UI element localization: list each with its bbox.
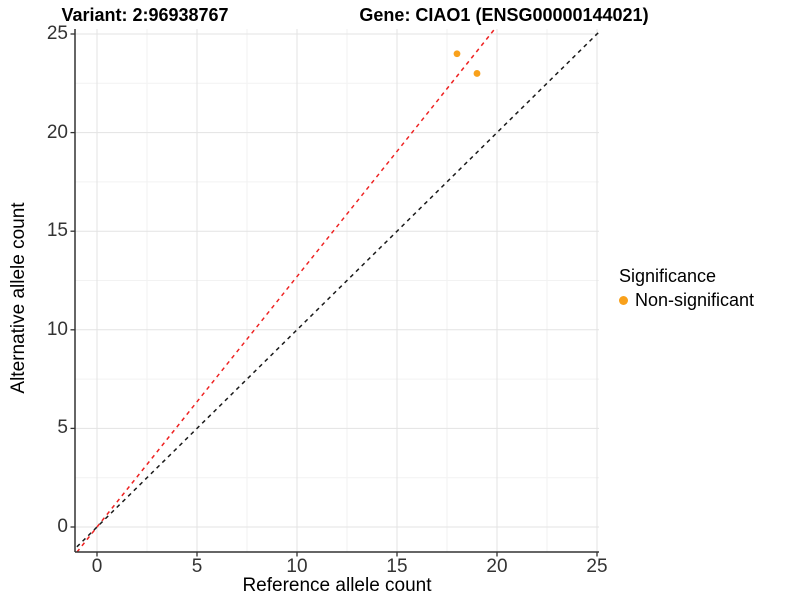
y-tick-label: 20 xyxy=(46,122,68,143)
legend-title: Significance xyxy=(619,266,717,286)
x-tick-label: 25 xyxy=(586,556,608,577)
x-tick-label: 10 xyxy=(286,556,308,577)
y-tick-label: 5 xyxy=(57,417,68,438)
legend-item: Non-significant xyxy=(619,290,754,311)
y-axis-label: Alternative allele count xyxy=(8,202,29,394)
variant-title: Variant: 2:96938767 xyxy=(61,5,229,25)
x-tick-label: 20 xyxy=(486,556,508,577)
y-tick-label: 10 xyxy=(46,319,68,340)
x-tick-label: 0 xyxy=(91,556,103,577)
legend-point-swatch-icon xyxy=(619,296,628,305)
x-tick-label: 15 xyxy=(386,556,408,577)
y-tick-label: 25 xyxy=(46,23,68,44)
x-axis-label: Reference allele count xyxy=(242,575,432,596)
y-tick-label: 0 xyxy=(57,516,68,537)
y-tick-label: 15 xyxy=(46,220,68,241)
x-tick-label: 5 xyxy=(191,556,203,577)
gene-title: Gene: CIAO1 (ENSG00000144021) xyxy=(359,5,649,25)
legend-item-label: Non-significant xyxy=(635,290,755,310)
legend: Significance Non-significant xyxy=(619,266,754,311)
